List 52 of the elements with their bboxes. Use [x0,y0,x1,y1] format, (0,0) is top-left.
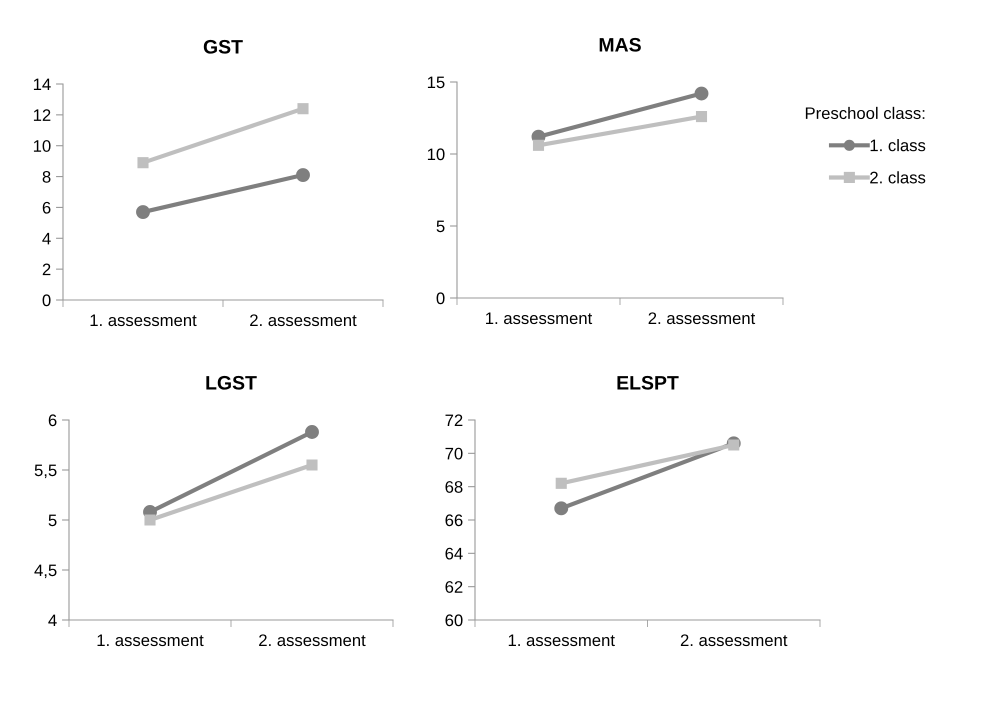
y-tick-label: 6 [42,202,50,214]
y-tick-label: 2 [42,264,50,276]
y-tick-label: 62 [446,581,462,593]
point [137,157,149,168]
x-tick-label: 2. assessment [648,312,756,324]
legend-label: 2. class [870,171,926,184]
y-tick-label: 12 [34,109,50,121]
y-tick-label: 70 [446,448,463,460]
point [554,501,568,516]
point [728,439,740,451]
x-tick-label: 2. assessment [259,634,366,646]
y-tick-label: 68 [446,481,462,493]
y-tick-label: 14 [34,78,51,90]
y-tick-label: 10 [428,148,445,160]
legend-title: Preschool class: [806,106,924,120]
x-tick-label: 1. assessment [98,634,204,646]
y-tick-label: 72 [446,414,462,426]
point [296,168,310,182]
y-tick-label: 15 [428,76,444,88]
y-tick-label: 8 [42,170,50,183]
point [696,111,708,122]
x-tick-label: 1. assessment [508,634,615,646]
point [556,478,567,489]
y-tick-label: 64 [446,548,463,560]
y-tick-label: 60 [446,614,463,626]
y-tick-label: 0 [436,292,445,304]
chart-title: GST [204,40,243,54]
y-tick-label: 10 [34,140,51,152]
y-tick-label: 6 [48,414,56,426]
y-tick-label: 4 [42,232,51,244]
y-tick-label: 5,5 [34,464,56,478]
y-tick-label: 0 [42,294,51,306]
point [306,459,318,471]
y-tick-label: 66 [446,514,462,526]
point [136,205,150,219]
chart-title: LGST [206,376,257,390]
chart-title: MAS [600,38,641,52]
x-tick-label: 1. assessment [90,314,197,326]
y-tick-label: 4 [48,614,57,626]
y-tick-label: 5 [48,514,56,526]
point [144,514,156,526]
point [694,86,708,100]
legend-label: 1. class [870,139,926,152]
point [532,140,544,151]
x-tick-label: 1. assessment [486,312,592,324]
x-tick-label: 2. assessment [680,634,788,646]
point [297,103,309,114]
x-tick-label: 2. assessment [250,314,357,326]
y-tick-label: 4,5 [34,564,56,578]
point [305,425,319,439]
chart-title: ELSPT [617,376,679,390]
y-tick-label: 5 [436,220,444,232]
